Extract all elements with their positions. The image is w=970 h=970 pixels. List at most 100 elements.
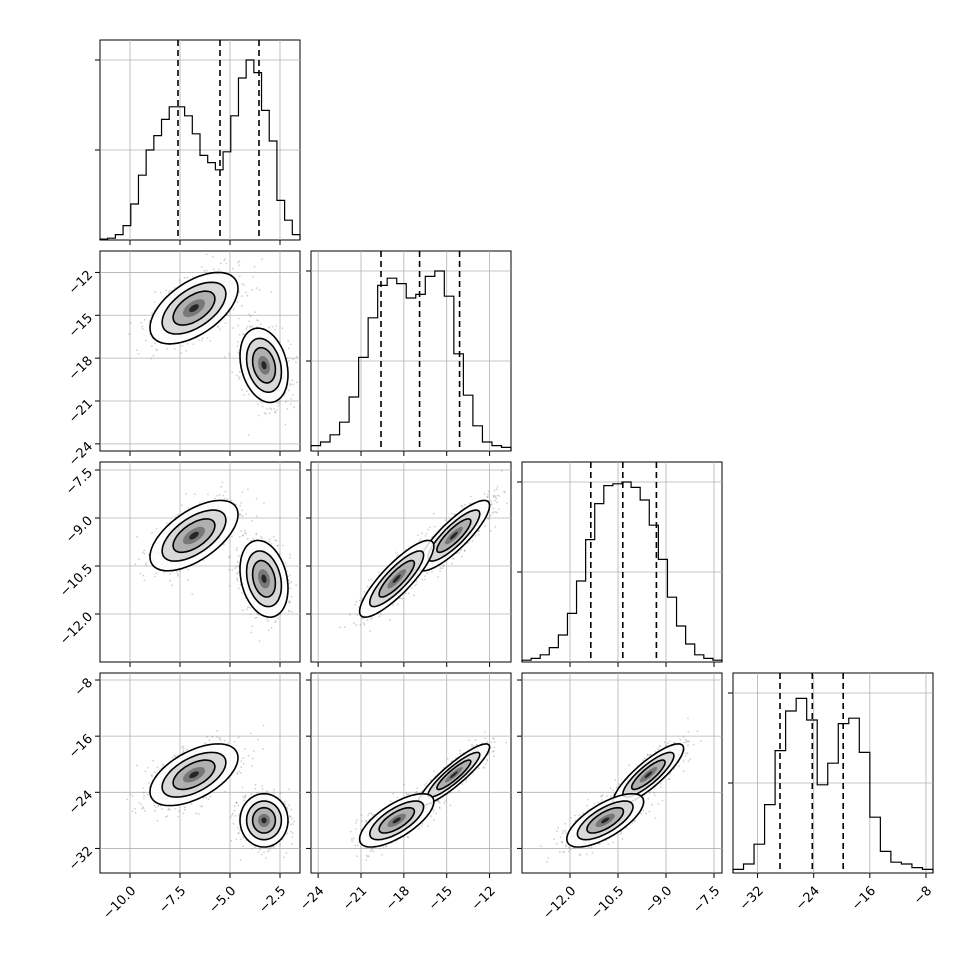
sample-point bbox=[451, 557, 454, 560]
sample-point bbox=[295, 584, 298, 586]
sample-point bbox=[143, 579, 146, 582]
sample-point bbox=[239, 772, 242, 774]
sample-point bbox=[252, 537, 255, 540]
panel-frame bbox=[310, 250, 512, 452]
sample-point bbox=[260, 535, 263, 538]
sample-point bbox=[241, 535, 244, 537]
sample-point bbox=[224, 257, 227, 260]
sample-point bbox=[284, 562, 287, 564]
sample-point bbox=[287, 340, 290, 342]
sample-point bbox=[201, 337, 204, 340]
sample-point bbox=[219, 262, 222, 265]
sample-point bbox=[265, 412, 267, 415]
sample-point bbox=[490, 514, 492, 517]
sample-point bbox=[282, 544, 284, 547]
sample-point bbox=[267, 629, 270, 632]
sample-point bbox=[178, 279, 181, 281]
sample-point bbox=[293, 406, 295, 408]
sample-point bbox=[415, 583, 418, 585]
sample-point bbox=[289, 384, 292, 387]
sample-point bbox=[292, 394, 294, 396]
sample-point bbox=[190, 803, 193, 805]
sample-point bbox=[349, 613, 352, 616]
sample-point bbox=[238, 264, 241, 267]
sample-point bbox=[491, 512, 494, 514]
sample-point bbox=[439, 567, 442, 569]
sample-point bbox=[287, 389, 290, 392]
sample-point bbox=[288, 600, 291, 603]
sample-point bbox=[493, 511, 495, 513]
sample-point bbox=[492, 507, 495, 510]
sample-point bbox=[272, 791, 275, 793]
sample-point bbox=[277, 544, 279, 547]
sample-point bbox=[254, 311, 256, 314]
sample-point bbox=[187, 507, 190, 509]
sample-point bbox=[241, 389, 244, 391]
sample-point bbox=[495, 488, 498, 491]
sample-point bbox=[223, 543, 225, 546]
sample-point bbox=[211, 255, 214, 258]
sample-point bbox=[284, 391, 287, 394]
sample-point bbox=[490, 500, 493, 503]
sample-point bbox=[224, 490, 227, 493]
sample-point bbox=[287, 347, 290, 350]
contour-line bbox=[172, 518, 216, 554]
sample-point bbox=[205, 253, 208, 256]
sample-point bbox=[263, 412, 266, 414]
sample-point bbox=[241, 304, 243, 307]
sample-point bbox=[242, 534, 245, 536]
sample-point bbox=[380, 613, 382, 616]
sample-point bbox=[174, 348, 176, 350]
sample-point bbox=[235, 838, 238, 841]
contour-line bbox=[251, 346, 277, 384]
sample-point bbox=[198, 339, 200, 341]
sample-point bbox=[141, 325, 144, 328]
contour-line bbox=[378, 559, 416, 598]
sample-point bbox=[256, 515, 258, 518]
sample-point bbox=[218, 736, 221, 739]
sample-point bbox=[166, 522, 168, 525]
sample-point bbox=[240, 760, 243, 763]
sample-point bbox=[241, 609, 244, 612]
sample-point bbox=[401, 597, 404, 600]
sample-point bbox=[474, 535, 477, 537]
sample-point bbox=[263, 502, 265, 504]
sample-point bbox=[413, 594, 415, 597]
sample-point bbox=[182, 749, 185, 752]
sample-point bbox=[486, 496, 489, 499]
sample-point bbox=[490, 503, 493, 506]
sample-point bbox=[240, 502, 243, 504]
sample-point bbox=[191, 593, 194, 595]
sample-point bbox=[142, 807, 145, 809]
sample-point bbox=[275, 409, 278, 412]
sample-point bbox=[223, 739, 226, 742]
sample-point bbox=[256, 319, 258, 321]
sample-point bbox=[295, 361, 297, 364]
sample-point bbox=[267, 850, 269, 853]
sample-point bbox=[444, 519, 447, 521]
sample-point bbox=[242, 836, 245, 839]
sample-point bbox=[247, 606, 250, 609]
sample-point bbox=[179, 569, 182, 572]
sample-point bbox=[274, 620, 277, 622]
sample-point bbox=[276, 401, 278, 404]
sample-point bbox=[180, 352, 183, 354]
sample-point bbox=[363, 622, 365, 625]
sample-point bbox=[356, 614, 359, 616]
sample-point bbox=[261, 401, 264, 404]
sample-point bbox=[248, 325, 251, 328]
hist-panel-2 bbox=[517, 461, 723, 667]
sample-point bbox=[152, 759, 155, 762]
sample-point bbox=[250, 631, 253, 634]
sample-point bbox=[371, 616, 374, 619]
sample-point bbox=[253, 265, 256, 268]
sample-point bbox=[237, 340, 239, 343]
sample-point bbox=[186, 276, 189, 279]
sample-point bbox=[243, 529, 246, 532]
sample-point bbox=[236, 772, 239, 775]
sample-point bbox=[145, 339, 148, 342]
sample-point bbox=[246, 537, 249, 540]
sample-point bbox=[152, 354, 155, 357]
sample-point bbox=[136, 349, 138, 351]
sample-point bbox=[143, 552, 146, 555]
